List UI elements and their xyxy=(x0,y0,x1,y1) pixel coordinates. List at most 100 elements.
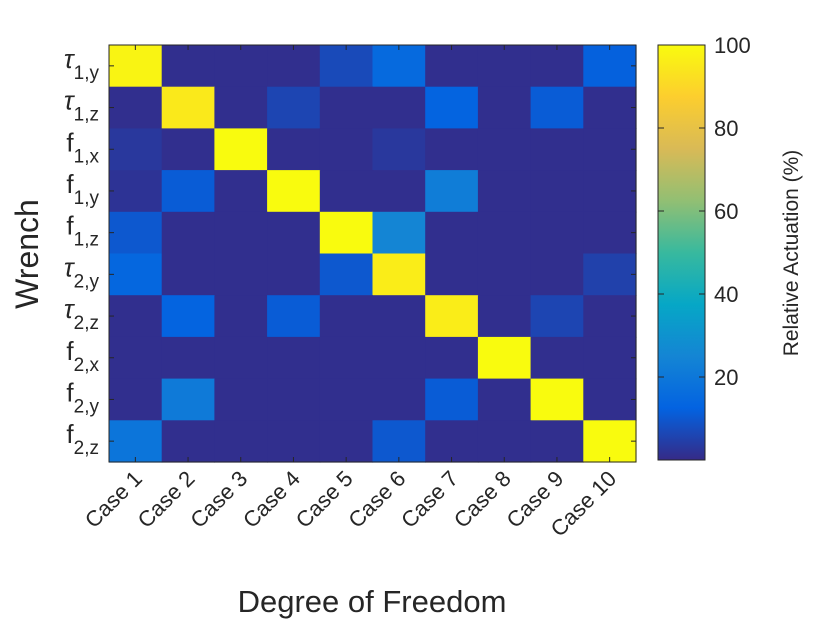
heatmap-cell xyxy=(530,170,584,213)
heatmap-cell xyxy=(161,128,215,171)
heatmap-cell xyxy=(477,336,532,380)
heatmap-cell xyxy=(319,86,374,129)
heatmap-cell xyxy=(267,420,321,463)
y-tick-label: f2,z xyxy=(66,419,99,459)
y-tick-labels: τ1,yτ1,zf1,xf1,yf1,zτ2,yτ2,zf2,xf2,yf2,z xyxy=(64,44,636,459)
x-tick-label: Case 4 xyxy=(238,466,305,533)
heatmap-cell xyxy=(267,295,321,338)
heatmap-cell xyxy=(477,86,532,129)
heatmap-cell xyxy=(425,336,479,380)
heatmap-cell xyxy=(425,86,479,129)
heatmap-cell xyxy=(109,170,163,213)
heatmap-cell xyxy=(214,211,268,255)
heatmap-cell xyxy=(372,45,426,88)
x-tick-label: Case 7 xyxy=(396,466,463,533)
heatmap-cell xyxy=(319,336,374,380)
heatmap-cell xyxy=(425,253,479,296)
heatmap-cell xyxy=(372,128,426,171)
heatmap-cell xyxy=(477,128,532,171)
heatmap-cell xyxy=(583,45,637,88)
heatmap-cell xyxy=(583,211,637,255)
heatmap-cell xyxy=(214,295,268,338)
heatmap-cell xyxy=(530,128,584,171)
heatmap-cell xyxy=(267,211,321,255)
heatmap-cell xyxy=(109,86,163,129)
heatmap-cell xyxy=(161,86,215,129)
heatmap-cell xyxy=(161,336,215,380)
heatmap-cell xyxy=(267,170,321,213)
heatmap-cell xyxy=(583,170,637,213)
heatmap-cell xyxy=(425,378,479,421)
heatmap-cell xyxy=(214,170,268,213)
heatmap-cell xyxy=(530,86,584,129)
heatmap-cell xyxy=(161,295,215,338)
heatmap-cell xyxy=(372,253,426,296)
heatmap-cell xyxy=(214,378,268,421)
heatmap-cell xyxy=(477,253,532,296)
x-tick-label: Case 6 xyxy=(343,466,410,533)
y-tick-label: f1,z xyxy=(66,211,99,251)
heatmap-cell xyxy=(267,253,321,296)
heatmap-cell xyxy=(267,86,321,129)
heatmap-cell xyxy=(425,170,479,213)
heatmap-cell xyxy=(214,253,268,296)
y-tick-label: f2,x xyxy=(66,336,99,376)
y-axis-title: Wrench xyxy=(9,199,45,309)
x-tick-label: Case 8 xyxy=(449,466,516,533)
heatmap-cell xyxy=(583,336,637,380)
heatmap-cell xyxy=(372,86,426,129)
heatmap-cell xyxy=(583,86,637,129)
heatmap-cell xyxy=(319,170,374,213)
x-tick-label: Case 3 xyxy=(185,466,252,533)
heatmap-cell xyxy=(530,378,584,421)
heatmap-cells xyxy=(109,45,637,463)
heatmap-cell xyxy=(214,45,268,88)
heatmap-cell xyxy=(319,420,374,463)
heatmap-cell xyxy=(319,295,374,338)
heatmap-cell xyxy=(530,253,584,296)
y-tick-label: τ2,y xyxy=(64,252,100,292)
heatmap-cell xyxy=(477,170,532,213)
y-tick-label: f1,x xyxy=(66,127,99,167)
heatmap-cell xyxy=(530,295,584,338)
heatmap-cell xyxy=(161,253,215,296)
heatmap-cell xyxy=(372,170,426,213)
heatmap-cell xyxy=(109,295,163,338)
heatmap-cell xyxy=(425,211,479,255)
colorbar-tick-label: 40 xyxy=(714,282,738,307)
heatmap-cell xyxy=(319,211,374,255)
heatmap-cell xyxy=(583,128,637,171)
y-tick-label: τ1,y xyxy=(64,44,100,84)
colorbar-tick-label: 20 xyxy=(714,365,738,390)
heatmap-cell xyxy=(530,45,584,88)
colorbar-ticks: 20 40 60 80 100 xyxy=(658,33,751,390)
heatmap-cell xyxy=(583,295,637,338)
heatmap-cell xyxy=(319,378,374,421)
colorbar-tick-label: 80 xyxy=(714,116,738,141)
heatmap-cell xyxy=(109,253,163,296)
y-tick-label: τ1,z xyxy=(64,86,99,126)
heatmap-cell xyxy=(109,336,163,380)
heatmap-cell xyxy=(109,420,163,463)
heatmap-cell xyxy=(109,378,163,421)
heatmap-cell xyxy=(214,420,268,463)
heatmap-cell xyxy=(161,211,215,255)
y-tick-label: τ2,z xyxy=(64,294,99,334)
heatmap-cell xyxy=(214,86,268,129)
heatmap-cell xyxy=(214,128,268,171)
heatmap-cell xyxy=(161,45,215,88)
heatmap-cell xyxy=(372,336,426,380)
heatmap-cell xyxy=(372,211,426,255)
heatmap-cell xyxy=(161,378,215,421)
x-axis-title: Degree of Freedom xyxy=(238,584,507,619)
heatmap-cell xyxy=(477,45,532,88)
heatmap-cell xyxy=(583,378,637,421)
heatmap-cell xyxy=(530,420,584,463)
x-tick-label: Case 2 xyxy=(133,466,200,533)
heatmap-cell xyxy=(530,336,584,380)
heatmap-cell xyxy=(477,378,532,421)
heatmap-cell xyxy=(477,211,532,255)
y-tick-label: f1,y xyxy=(66,169,99,209)
heatmap-cell xyxy=(372,420,426,463)
